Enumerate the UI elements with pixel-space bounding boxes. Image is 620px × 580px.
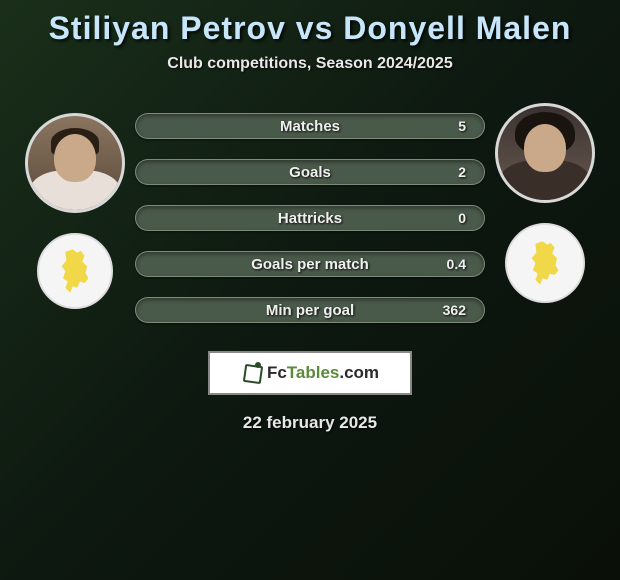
subtitle: Club competitions, Season 2024/2025 — [167, 55, 452, 73]
player1-photo — [25, 113, 125, 213]
stat-label: Goals per match — [251, 256, 369, 273]
comparison-card: Stiliyan Petrov vs Donyell Malen Club co… — [0, 0, 620, 433]
player2-head — [524, 124, 566, 172]
player-right-column — [485, 103, 605, 303]
stat-bar-goals: Goals 2 — [135, 159, 485, 185]
stat-bar-min-per-goal: Min per goal 362 — [135, 297, 485, 323]
logo-part2: Tables — [287, 363, 340, 382]
stat-right-value: 362 — [436, 302, 466, 318]
logo-part1: Fc — [267, 363, 287, 382]
stat-label: Min per goal — [266, 302, 354, 319]
player1-head — [54, 134, 96, 182]
stat-right-value: 0.4 — [436, 256, 466, 272]
stat-bar-goals-per-match: Goals per match 0.4 — [135, 251, 485, 277]
stat-right-value: 0 — [436, 210, 466, 226]
stat-right-value: 2 — [436, 164, 466, 180]
stat-bar-matches: Matches 5 — [135, 113, 485, 139]
stat-label: Goals — [289, 164, 331, 181]
lion-icon — [51, 247, 99, 295]
lion-icon — [521, 239, 569, 287]
player1-club-logo — [37, 233, 113, 309]
fctables-icon — [241, 362, 263, 384]
stat-right-value: 5 — [436, 118, 466, 134]
player-left-column — [15, 103, 135, 309]
stats-column: Matches 5 Goals 2 Hattricks 0 Goals per … — [135, 103, 485, 323]
logo-part3: .com — [339, 363, 379, 382]
stat-label: Hattricks — [278, 210, 342, 227]
player2-photo — [495, 103, 595, 203]
fctables-text: FcTables.com — [267, 363, 379, 383]
date-label: 22 february 2025 — [243, 413, 377, 433]
fctables-logo: FcTables.com — [208, 351, 412, 395]
content-row: Matches 5 Goals 2 Hattricks 0 Goals per … — [0, 103, 620, 323]
page-title: Stiliyan Petrov vs Donyell Malen — [49, 10, 572, 47]
player2-club-logo — [505, 223, 585, 303]
stat-bar-hattricks: Hattricks 0 — [135, 205, 485, 231]
stat-label: Matches — [280, 118, 340, 135]
